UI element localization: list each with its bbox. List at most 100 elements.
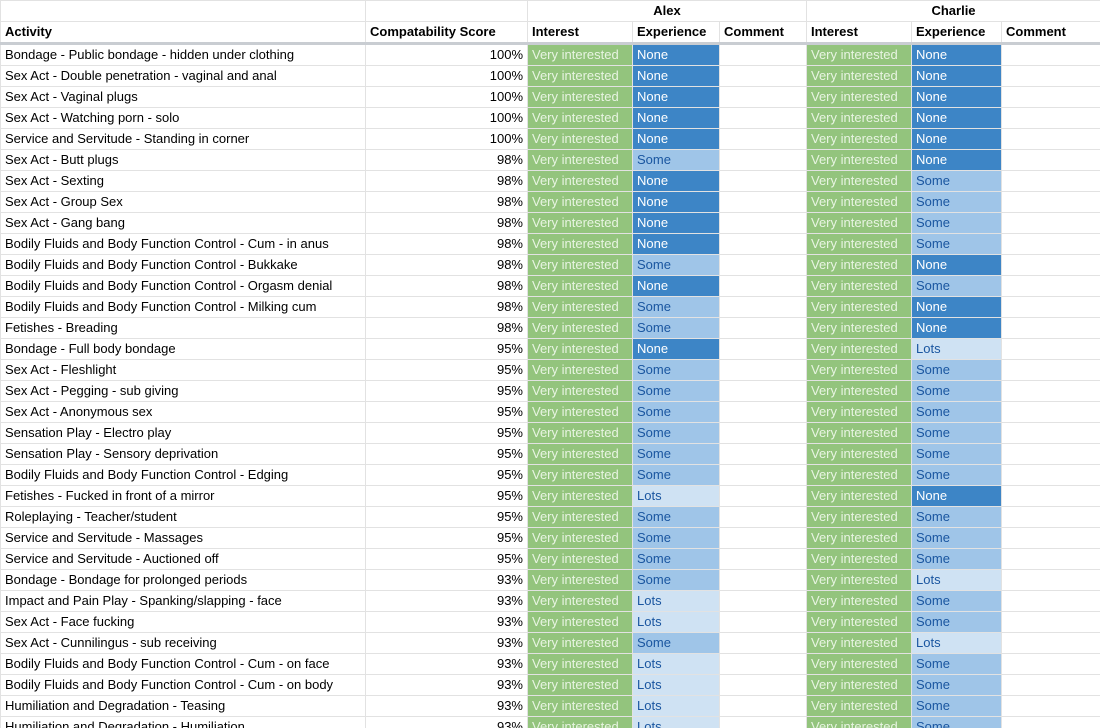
score-cell[interactable]: 100% [365,128,528,150]
charlie-comment-cell[interactable] [1000,149,1100,171]
alex-comment-cell[interactable] [719,86,807,108]
alex-interest-cell[interactable]: Very interested [527,716,633,728]
charlie-interest-cell[interactable]: Very interested [806,527,912,549]
charlie-interest-cell[interactable]: Very interested [806,254,912,276]
charlie-experience-cell[interactable]: Some [911,695,1002,717]
charlie-comment-cell[interactable] [1000,254,1100,276]
alex-experience-cell[interactable]: Some [632,443,720,465]
charlie-interest-cell[interactable]: Very interested [806,632,912,654]
score-cell[interactable]: 95% [365,548,528,570]
charlie-comment-cell[interactable] [1000,170,1100,192]
charlie-interest-cell[interactable]: Very interested [806,569,912,591]
header-activity[interactable]: Activity [0,21,366,45]
alex-comment-cell[interactable] [719,443,807,465]
alex-interest-cell[interactable]: Very interested [527,359,633,381]
alex-experience-cell[interactable]: Some [632,506,720,528]
charlie-experience-cell[interactable]: Some [911,590,1002,612]
charlie-experience-cell[interactable]: Some [911,275,1002,297]
charlie-experience-cell[interactable]: None [911,317,1002,339]
group-header-charlie[interactable]: Charlie [805,0,1100,22]
charlie-comment-cell[interactable] [1000,590,1100,612]
alex-experience-cell[interactable]: Lots [632,653,720,675]
alex-experience-cell[interactable]: None [632,275,720,297]
alex-comment-cell[interactable] [719,485,807,507]
charlie-comment-cell[interactable] [1000,212,1100,234]
alex-comment-cell[interactable] [719,191,807,213]
alex-comment-cell[interactable] [719,548,807,570]
charlie-comment-cell[interactable] [1000,401,1100,423]
alex-experience-cell[interactable]: Lots [632,485,720,507]
charlie-interest-cell[interactable]: Very interested [806,128,912,150]
charlie-experience-cell[interactable]: Some [911,443,1002,465]
charlie-experience-cell[interactable]: None [911,296,1002,318]
alex-experience-cell[interactable]: Lots [632,590,720,612]
charlie-experience-cell[interactable]: Some [911,191,1002,213]
activity-cell[interactable]: Bondage - Public bondage - hidden under … [0,43,366,66]
alex-comment-cell[interactable] [719,380,807,402]
score-cell[interactable]: 95% [365,401,528,423]
alex-interest-cell[interactable]: Very interested [527,695,633,717]
charlie-interest-cell[interactable]: Very interested [806,149,912,171]
alex-interest-cell[interactable]: Very interested [527,233,633,255]
alex-comment-cell[interactable] [719,632,807,654]
activity-cell[interactable]: Humiliation and Degradation - Teasing [0,695,366,717]
charlie-interest-cell[interactable]: Very interested [806,653,912,675]
charlie-experience-cell[interactable]: None [911,149,1002,171]
alex-interest-cell[interactable]: Very interested [527,296,633,318]
header-charlie-interest[interactable]: Interest [806,21,912,45]
header-alex-interest[interactable]: Interest [527,21,633,45]
alex-experience-cell[interactable]: None [632,128,720,150]
charlie-interest-cell[interactable]: Very interested [806,674,912,696]
charlie-interest-cell[interactable]: Very interested [806,548,912,570]
charlie-experience-cell[interactable]: None [911,128,1002,150]
score-cell[interactable]: 95% [365,485,528,507]
activity-cell[interactable]: Sex Act - Vaginal plugs [0,86,366,108]
alex-comment-cell[interactable] [719,128,807,150]
alex-experience-cell[interactable]: Some [632,527,720,549]
charlie-experience-cell[interactable]: Some [911,611,1002,633]
activity-cell[interactable]: Bondage - Bondage for prolonged periods [0,569,366,591]
charlie-comment-cell[interactable] [1000,506,1100,528]
score-cell[interactable]: 100% [365,65,528,87]
activity-cell[interactable]: Service and Servitude - Auctioned off [0,548,366,570]
activity-cell[interactable]: Fetishes - Breading [0,317,366,339]
charlie-interest-cell[interactable]: Very interested [806,296,912,318]
charlie-interest-cell[interactable]: Very interested [806,464,912,486]
charlie-comment-cell[interactable] [1000,65,1100,87]
charlie-experience-cell[interactable]: Lots [911,569,1002,591]
alex-experience-cell[interactable]: Some [632,149,720,171]
charlie-comment-cell[interactable] [1000,86,1100,108]
alex-experience-cell[interactable]: Some [632,254,720,276]
header-score[interactable]: Compatability Score [365,21,528,45]
score-cell[interactable]: 95% [365,443,528,465]
alex-interest-cell[interactable]: Very interested [527,401,633,423]
alex-interest-cell[interactable]: Very interested [527,632,633,654]
charlie-interest-cell[interactable]: Very interested [806,65,912,87]
charlie-interest-cell[interactable]: Very interested [806,401,912,423]
score-cell[interactable]: 100% [365,107,528,129]
alex-experience-cell[interactable]: Lots [632,695,720,717]
alex-comment-cell[interactable] [719,65,807,87]
alex-comment-cell[interactable] [719,296,807,318]
alex-experience-cell[interactable]: None [632,191,720,213]
activity-cell[interactable]: Sex Act - Watching porn - solo [0,107,366,129]
alex-experience-cell[interactable]: None [632,65,720,87]
charlie-interest-cell[interactable]: Very interested [806,170,912,192]
alex-comment-cell[interactable] [719,506,807,528]
alex-comment-cell[interactable] [719,149,807,171]
charlie-experience-cell[interactable]: None [911,65,1002,87]
score-cell[interactable]: 93% [365,569,528,591]
score-cell[interactable]: 93% [365,590,528,612]
charlie-experience-cell[interactable]: Some [911,653,1002,675]
score-cell[interactable]: 93% [365,632,528,654]
charlie-experience-cell[interactable]: Some [911,359,1002,381]
charlie-comment-cell[interactable] [1000,527,1100,549]
activity-cell[interactable]: Sensation Play - Electro play [0,422,366,444]
alex-experience-cell[interactable]: Lots [632,611,720,633]
activity-cell[interactable]: Sex Act - Group Sex [0,191,366,213]
alex-experience-cell[interactable]: Some [632,422,720,444]
alex-interest-cell[interactable]: Very interested [527,338,633,360]
alex-interest-cell[interactable]: Very interested [527,380,633,402]
charlie-comment-cell[interactable] [1000,107,1100,129]
alex-interest-cell[interactable]: Very interested [527,170,633,192]
